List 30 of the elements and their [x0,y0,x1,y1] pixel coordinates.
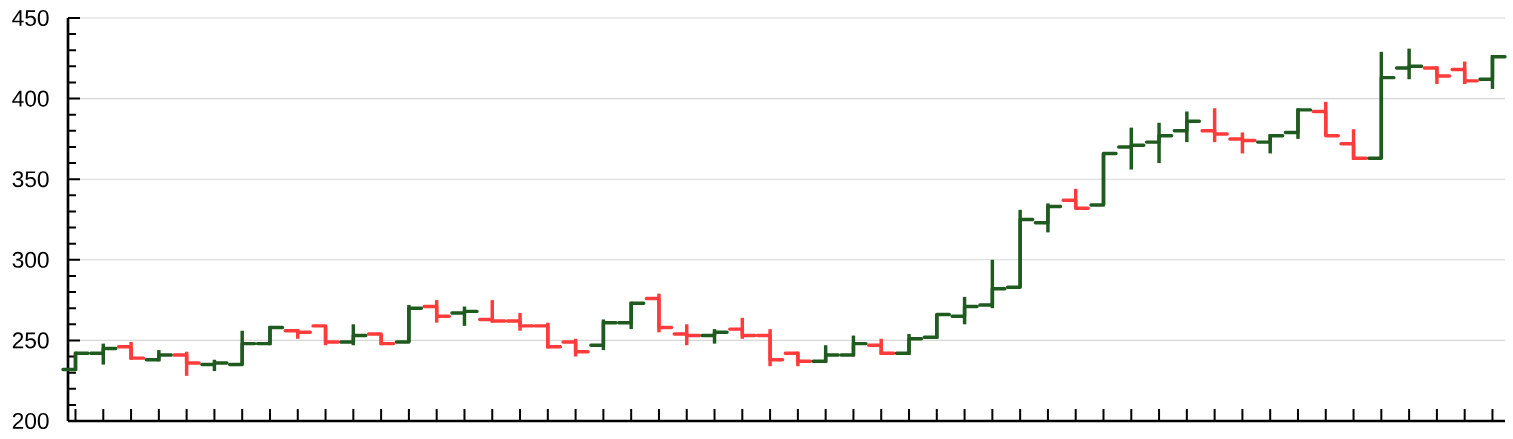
candlestick [1394,48,1424,80]
candlestick [1172,111,1202,144]
candlestick [1478,54,1507,89]
candlestick [1061,187,1090,210]
candlestick [172,351,201,376]
candlestick [1311,101,1341,138]
candlestick [1339,129,1368,160]
candlestick [450,306,479,326]
candlestick [1283,108,1313,139]
candlestick [1089,151,1118,207]
candlestick [394,303,424,344]
candlestick [644,293,674,333]
candlestick [422,300,451,323]
candlestick [1117,127,1146,170]
candlestick [672,324,701,346]
candlestick [1255,133,1285,154]
candlestick [1200,108,1229,144]
y-tick-label: 350 [12,171,49,188]
y-tick-label: 250 [12,332,49,349]
y-tick-label: 200 [12,412,49,430]
candlestick [1033,203,1063,233]
candlestick [1450,61,1479,86]
candlestick [1144,122,1174,165]
candlestick [311,324,340,346]
candlestick [1228,132,1257,154]
candlestick [339,324,368,346]
y-tick-label: 400 [12,90,49,107]
y-tick-label: 300 [12,251,49,268]
y-tick-label: 450 [12,9,49,27]
candlestick [1367,51,1396,160]
